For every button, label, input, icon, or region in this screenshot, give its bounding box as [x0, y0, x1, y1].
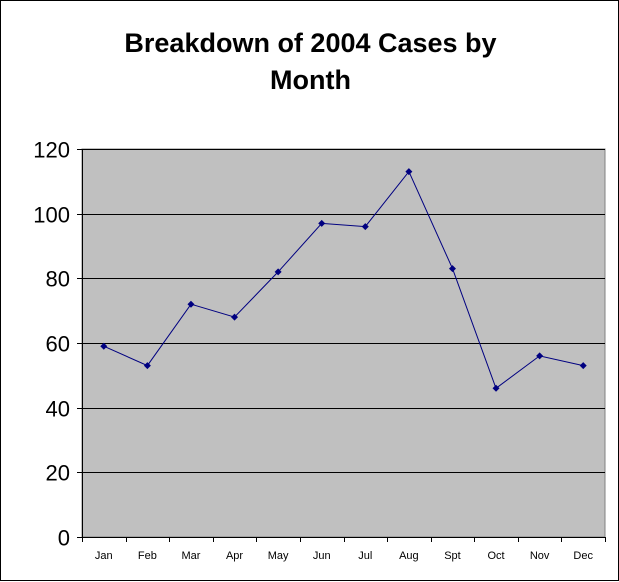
data-point-marker — [187, 300, 195, 308]
x-tick-label: Jun — [313, 550, 331, 562]
y-tick-label: 120 — [33, 138, 70, 163]
y-tick-label: 80 — [46, 267, 70, 292]
y-tick-label: 60 — [46, 332, 70, 357]
data-point-marker — [536, 352, 544, 360]
x-tick-label: Aug — [399, 550, 419, 562]
data-point-marker — [318, 219, 326, 227]
x-tick-label: May — [268, 550, 289, 562]
y-tick-label: 40 — [46, 397, 70, 422]
x-tick-label: Dec — [573, 550, 593, 562]
y-tick-label: 20 — [46, 461, 70, 486]
x-tick-label: Jan — [95, 550, 113, 562]
y-tick-label: 0 — [58, 526, 70, 551]
data-point-marker — [361, 223, 369, 231]
data-point-marker — [492, 384, 500, 392]
y-tick-label: 100 — [33, 203, 70, 228]
x-tick-label: Nov — [530, 550, 550, 562]
x-tick-label: Mar — [181, 550, 200, 562]
data-point-marker — [405, 168, 413, 176]
data-point-marker — [143, 362, 151, 370]
series-line — [103, 170, 584, 390]
x-tick-label: Jul — [358, 550, 372, 562]
x-tick-label: Spt — [444, 550, 461, 562]
x-tick-label: Apr — [226, 550, 243, 562]
chart-title: Breakdown of 2004 Cases by Month — [124, 28, 497, 95]
data-point-marker — [579, 362, 587, 370]
x-tick-label: Feb — [138, 550, 157, 562]
x-tick-label: Oct — [487, 550, 504, 562]
data-point-marker — [100, 342, 108, 350]
data-point-marker — [231, 313, 239, 321]
data-point-marker — [448, 265, 456, 273]
data-point-marker — [274, 268, 282, 276]
